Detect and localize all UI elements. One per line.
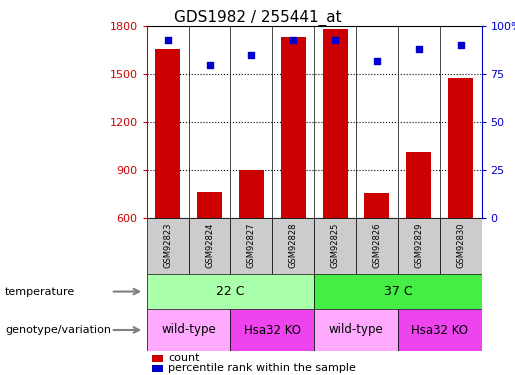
Bar [398,309,482,351]
Text: Hsa32 KO: Hsa32 KO [411,324,468,336]
Text: temperature: temperature [5,286,75,297]
Bar [314,309,398,351]
Bar [398,217,440,274]
Text: GSM92827: GSM92827 [247,223,256,268]
Text: percentile rank within the sample: percentile rank within the sample [168,363,356,374]
Text: GSM92826: GSM92826 [372,223,382,268]
Bar [147,217,188,274]
Text: wild-type: wild-type [161,324,216,336]
Bar [147,309,230,351]
Bar [155,49,180,217]
Bar [188,217,230,274]
Bar [365,193,389,217]
Text: GSM92828: GSM92828 [289,223,298,268]
Bar [272,217,314,274]
Text: GSM92825: GSM92825 [331,223,339,268]
Point [331,37,339,43]
Bar [152,365,163,372]
Point [373,58,381,64]
Text: GSM92823: GSM92823 [163,223,172,268]
Point [164,37,172,43]
Bar [147,274,314,309]
Text: GDS1982 / 255441_at: GDS1982 / 255441_at [174,9,341,26]
Text: Hsa32 KO: Hsa32 KO [244,324,301,336]
Text: count: count [168,353,200,363]
Bar [448,78,473,218]
Text: GSM92829: GSM92829 [414,223,423,268]
Text: genotype/variation: genotype/variation [5,325,111,335]
Bar [239,171,264,217]
Bar [314,217,356,274]
Bar [440,217,482,274]
Bar [197,192,222,217]
Point [289,37,297,43]
Bar [356,217,398,274]
Text: wild-type: wild-type [329,324,383,336]
Text: 22 C: 22 C [216,285,245,298]
Bar [281,38,306,218]
Bar [230,309,314,351]
Text: GSM92824: GSM92824 [205,223,214,268]
Text: GSM92830: GSM92830 [456,223,465,268]
Point [205,62,214,68]
Bar [314,274,482,309]
Bar [322,30,348,218]
Bar [230,217,272,274]
Point [456,42,465,48]
Point [415,46,423,52]
Point [247,52,255,58]
Bar [406,152,432,217]
Bar [152,355,163,362]
Text: 37 C: 37 C [384,285,412,298]
